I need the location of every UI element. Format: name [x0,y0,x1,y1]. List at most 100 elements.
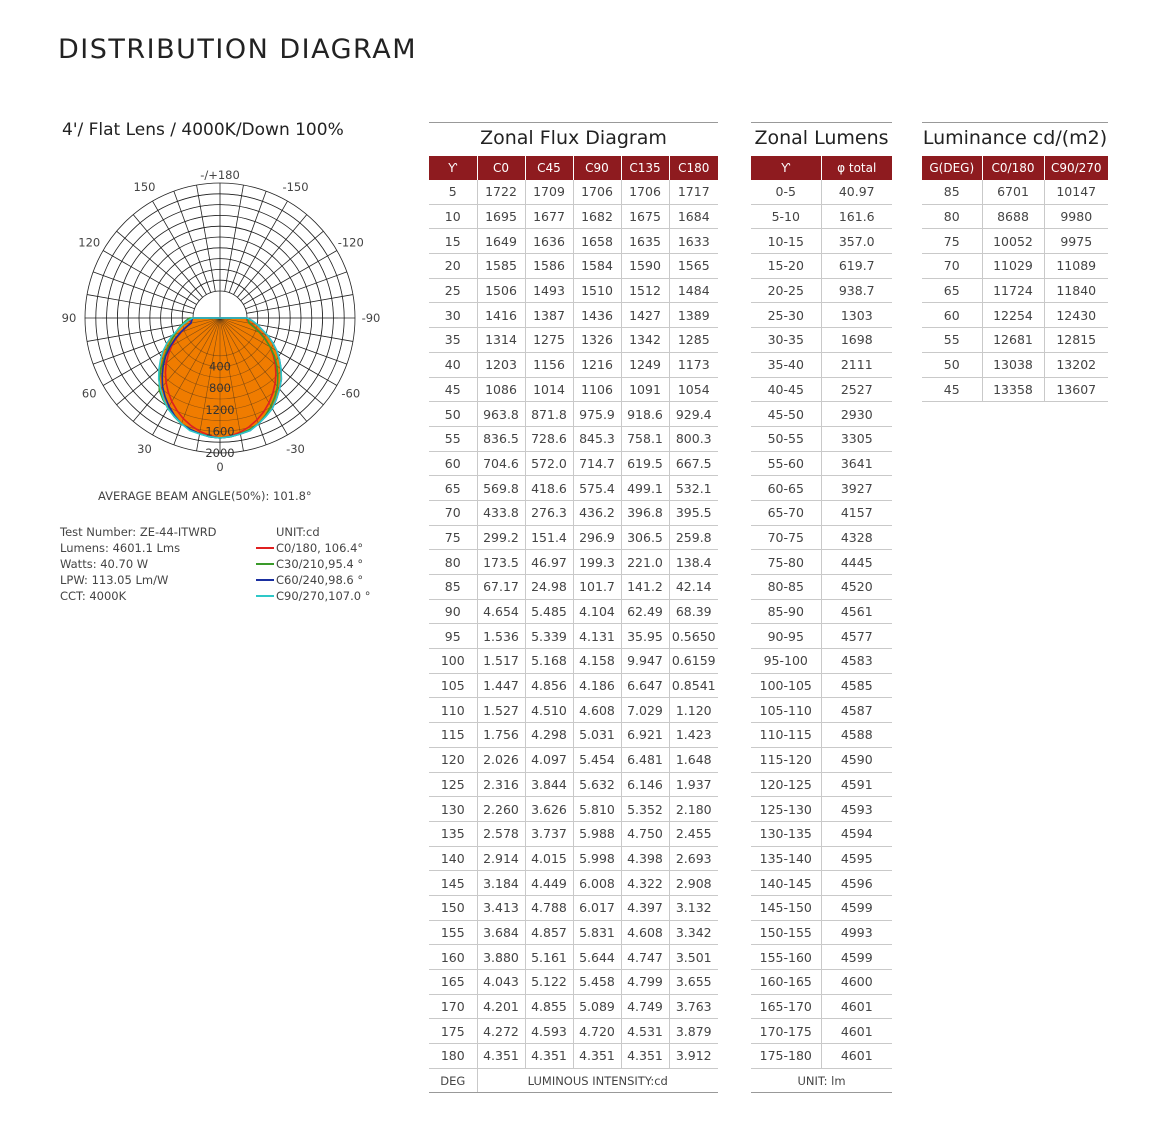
table-cell: 1706 [621,180,670,205]
table-row: 10-15 357.0 [751,228,892,255]
table-cell: 85-90 [751,599,822,625]
table-row: 130 2.260 3.626 5.810 5.352 2.180 [429,796,718,822]
angle-tick-label: -90 [362,311,381,325]
table-cell: 24.98 [525,574,574,600]
table-row: 75-80 4445 [751,549,892,575]
table-cell: 3641 [821,451,892,477]
table-cell: 67.17 [477,574,526,600]
table-row: 90 4.654 5.485 4.104 62.49 68.39 [429,599,718,625]
column-header: C45 [525,156,574,180]
table-cell: 1342 [621,327,670,353]
table-cell: 2111 [821,352,892,378]
table-cell: 845.3 [573,426,622,452]
table-row: 75 10052 9975 [922,228,1108,255]
angle-tick-label: -30 [286,442,305,456]
table-cell: 25 [429,278,478,304]
table-cell: 1.937 [669,772,718,798]
table-cell: 140-145 [751,870,822,896]
table-cell: 2.455 [669,821,718,847]
table-cell: 714.7 [573,451,622,477]
table-cell: 4591 [821,772,892,798]
table-row: 175 4.272 4.593 4.720 4.531 3.879 [429,1018,718,1045]
grid-circle-overlay [171,269,269,367]
grid-spoke [228,191,267,293]
table-row: 20 1585 1586 1584 1590 1565 [429,253,718,279]
table-row: 25-30 1303 [751,302,892,329]
table-footer: DEG LUMINOUS INTENSITY:cd [429,1068,718,1094]
table-cell: 145 [429,870,478,896]
table-cell: 5-10 [751,204,822,230]
table-cell: 140 [429,846,478,872]
table-cell: 3.626 [525,796,574,822]
table-cell: 4599 [821,895,892,921]
info-lumens: Lumens: 4601.1 Lms [60,541,181,555]
angle-tick-label: 30 [137,442,152,456]
table-cell: 15 [429,228,478,255]
table-cell: 221.0 [621,549,670,575]
table-cell: 436.2 [573,500,622,526]
table-cell: 155 [429,920,478,946]
table-row: 60 12254 12430 [922,302,1108,329]
table-cell: 55 [429,426,478,452]
table-cell: 667.5 [669,451,718,477]
table-cell: 110 [429,697,478,724]
table-cell: 1416 [477,302,526,329]
table-cell: 276.3 [525,500,574,526]
table-cell: 4.608 [621,920,670,946]
table-cell: 11724 [982,278,1045,304]
angle-tick-label: -150 [282,180,308,194]
table-cell: 1585 [477,253,526,279]
table-cell: 3.684 [477,920,526,946]
table-cell: 2.908 [669,870,718,896]
table-cell: 173.5 [477,549,526,575]
table-cell: 11029 [982,253,1045,279]
table-cell: 575.4 [573,475,622,501]
table-cell: 150 [429,895,478,921]
table-row: 45 13358 13607 [922,377,1108,403]
table-cell: 1275 [525,327,574,353]
legend-unit: UNIT:cd [276,525,320,539]
table-cell: 50 [429,401,478,427]
grid-spoke-overlay [219,317,297,409]
column-header: C90/270 [1044,156,1108,180]
table-cell: 75 [922,228,983,255]
table-cell: 1706 [573,180,622,205]
table-cell: 11089 [1044,253,1108,279]
legend-item: C90/270,107.0 ° [256,588,370,604]
table-row: 165 4.043 5.122 5.458 4.799 3.655 [429,969,718,995]
table-row: 180 4.351 4.351 4.351 4.351 3.912 [429,1043,718,1069]
table-cell: 90 [429,599,478,625]
table-cell: 1091 [621,377,670,403]
legend: UNIT:cd C0/180, 106.4° C30/210,95.4 ° C6… [256,524,370,604]
table-cell: 5.988 [573,821,622,847]
table-cell: 4.799 [621,969,670,995]
table-cell: 3.184 [477,870,526,896]
table-cell: 2.693 [669,846,718,872]
table-cell: 135-140 [751,846,822,872]
table-row: 120-125 4591 [751,772,892,798]
table-cell: 13607 [1044,377,1108,403]
table-cell: 3.912 [669,1043,718,1069]
table-cell: 90-95 [751,623,822,650]
grid-spoke-overlay [143,317,221,409]
table-cell: 65 [922,278,983,304]
table-cell: 65-70 [751,500,822,526]
table-cell: 1633 [669,228,718,255]
angle-tick-label: 90 [62,311,77,325]
table-cell: 1635 [621,228,670,255]
table-row: 45 1086 1014 1106 1091 1054 [429,377,718,403]
table-cell: 180 [429,1043,478,1069]
page-title: DISTRIBUTION DIAGRAM [58,34,417,65]
table-cell: 85 [922,180,983,205]
luminance-table: G(DEG) C0/180 C90/270 85 6701 10147 80 8688 998… [922,156,1108,403]
table-cell: 35.95 [621,623,670,650]
table-cell: 175 [429,1018,478,1045]
table-cell: 4993 [821,920,892,946]
table-cell: 1510 [573,278,622,304]
table-cell: 704.6 [477,451,526,477]
radial-tick-label: 2000 [205,446,234,460]
column-header: C135 [621,156,670,180]
table-row: 55-60 3641 [751,451,892,477]
table-cell: 4.298 [525,722,574,748]
table-cell: 1.756 [477,722,526,748]
